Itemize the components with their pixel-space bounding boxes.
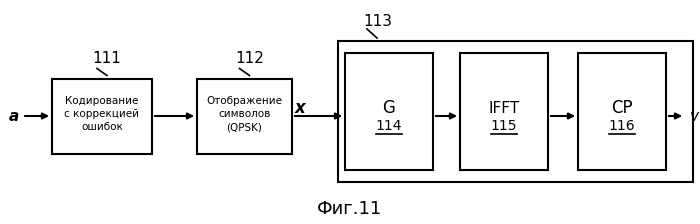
Text: Кодирование
с коррекцией
ошибок: Кодирование с коррекцией ошибок <box>64 96 139 132</box>
Text: 111: 111 <box>92 51 121 66</box>
Bar <box>345 53 433 170</box>
Text: Отображение
символов
(QPSK): Отображение символов (QPSK) <box>206 96 283 132</box>
Text: a: a <box>9 108 19 123</box>
Bar <box>338 41 693 182</box>
Bar <box>460 53 548 170</box>
Bar <box>197 78 292 153</box>
Text: 113: 113 <box>363 13 393 28</box>
Text: G: G <box>383 99 395 117</box>
Bar <box>52 78 152 153</box>
Text: Фиг.11: Фиг.11 <box>317 200 383 218</box>
Text: x: x <box>295 99 305 117</box>
Text: 114: 114 <box>376 119 402 133</box>
Text: v: v <box>690 108 699 123</box>
Text: CP: CP <box>611 99 633 117</box>
Text: 116: 116 <box>609 119 636 133</box>
Text: 112: 112 <box>235 51 264 66</box>
Text: 115: 115 <box>491 119 517 133</box>
Text: IFFT: IFFT <box>489 101 519 116</box>
Bar <box>578 53 666 170</box>
